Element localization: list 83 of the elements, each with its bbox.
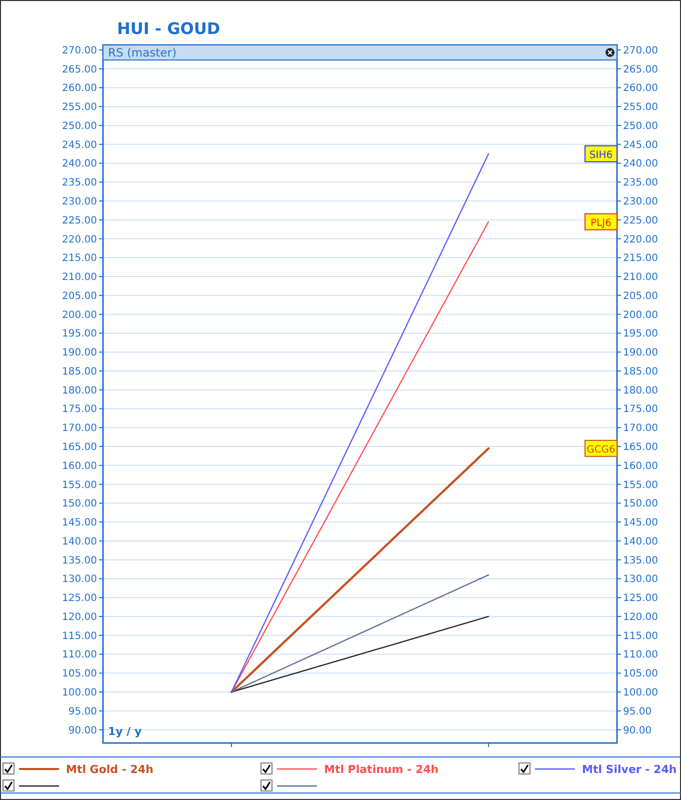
y2-tick-label: 270.00 xyxy=(623,45,658,56)
y2-tick-label: 185.00 xyxy=(623,366,658,378)
y-tick-label: 160.00 xyxy=(62,460,97,472)
y-tick-label: 120.00 xyxy=(62,612,97,623)
y2-tick-label: 165.00 xyxy=(623,442,658,453)
y-tick-label: 100.00 xyxy=(62,688,97,699)
y2-tick-label: 235.00 xyxy=(623,178,658,189)
y-tick-label: 220.00 xyxy=(62,234,97,246)
y-tick-label: 170.00 xyxy=(62,423,97,434)
annotation: SIH6 xyxy=(589,150,613,161)
y-tick-label: 265.00 xyxy=(62,64,97,76)
y-tick-label: 155.00 xyxy=(62,480,97,491)
y2-tick-label: 170.00 xyxy=(623,423,658,434)
y2-tick-label: 155.00 xyxy=(623,480,658,491)
y-tick-label: 270.00 xyxy=(62,45,97,56)
y-tick-label: 140.00 xyxy=(62,536,97,548)
annotation: 1y / y xyxy=(108,725,142,738)
y2-tick-label: 110.00 xyxy=(623,650,658,661)
y2-tick-label: 215.00 xyxy=(623,253,658,264)
y2-tick-label: 240.00 xyxy=(623,158,658,170)
y2-tick-label: 195.00 xyxy=(623,328,658,340)
y2-tick-label: 255.00 xyxy=(623,102,658,114)
y2-tick-label: 150.00 xyxy=(623,498,658,510)
y-tick-label: 185.00 xyxy=(62,366,97,378)
legend-label: Mtl Platinum - 24h xyxy=(324,763,439,776)
y-tick-label: 195.00 xyxy=(62,328,97,340)
y2-tick-label: 245.00 xyxy=(623,140,658,151)
y-tick-label: 200.00 xyxy=(62,310,97,321)
y-tick-label: 145.00 xyxy=(62,518,97,529)
y-tick-label: 110.00 xyxy=(62,650,97,661)
chart-title: HUI - GOUD xyxy=(117,19,220,38)
y2-tick-label: 265.00 xyxy=(623,64,658,76)
y2-tick-label: 200.00 xyxy=(623,310,658,321)
y-tick-label: 215.00 xyxy=(62,253,97,264)
y-tick-label: 205.00 xyxy=(62,290,97,302)
y2-tick-label: 130.00 xyxy=(623,574,658,586)
y2-tick-label: 100.00 xyxy=(623,688,658,699)
y-tick-label: 175.00 xyxy=(62,404,97,416)
y-tick-label: 245.00 xyxy=(62,140,97,151)
y2-tick-label: 230.00 xyxy=(623,196,658,208)
y2-tick-label: 225.00 xyxy=(623,215,658,226)
annotation: GCG6 xyxy=(586,444,616,456)
y2-tick-label: 140.00 xyxy=(623,536,658,548)
y-tick-label: 190.00 xyxy=(62,348,97,359)
y2-tick-label: 260.00 xyxy=(623,83,658,94)
y2-tick-label: 190.00 xyxy=(623,348,658,359)
y2-tick-label: 135.00 xyxy=(623,555,658,566)
y-tick-label: 95.00 xyxy=(68,706,97,718)
y-tick-label: 250.00 xyxy=(62,120,97,132)
y-tick-label: 135.00 xyxy=(62,555,97,566)
y2-tick-label: 210.00 xyxy=(623,272,658,284)
y2-tick-label: 105.00 xyxy=(623,668,658,680)
y-tick-label: 210.00 xyxy=(62,272,97,284)
y2-tick-label: 205.00 xyxy=(623,290,658,302)
y-tick-label: 230.00 xyxy=(62,196,97,208)
y-tick-label: 130.00 xyxy=(62,574,97,586)
y2-tick-label: 90.00 xyxy=(623,725,652,736)
annotation: PLJ6 xyxy=(590,218,612,229)
y2-tick-label: 220.00 xyxy=(623,234,658,246)
y-tick-label: 105.00 xyxy=(62,668,97,680)
y-tick-label: 225.00 xyxy=(62,215,97,226)
y-tick-label: 180.00 xyxy=(62,385,97,396)
y2-tick-label: 160.00 xyxy=(623,460,658,472)
y2-tick-label: 120.00 xyxy=(623,612,658,623)
y-tick-label: 150.00 xyxy=(62,498,97,510)
y2-tick-label: 125.00 xyxy=(623,593,658,604)
chart-subtitle: RS (master) xyxy=(108,46,176,60)
y2-tick-label: 145.00 xyxy=(623,518,658,529)
y-tick-label: 255.00 xyxy=(62,102,97,114)
y2-tick-label: 180.00 xyxy=(623,385,658,396)
y-tick-label: 125.00 xyxy=(62,593,97,604)
y-tick-label: 240.00 xyxy=(62,158,97,170)
y2-tick-label: 115.00 xyxy=(623,630,658,642)
y2-tick-label: 250.00 xyxy=(623,120,658,132)
y-tick-label: 235.00 xyxy=(62,178,97,189)
legend-label: Mtl Gold - 24h xyxy=(66,763,154,776)
y-tick-label: 165.00 xyxy=(62,442,97,453)
y2-tick-label: 175.00 xyxy=(623,404,658,416)
y2-tick-label: 95.00 xyxy=(623,706,652,718)
y-tick-label: 260.00 xyxy=(62,83,97,94)
y-tick-label: 115.00 xyxy=(62,630,97,642)
legend-label: Mtl Silver - 24h xyxy=(582,763,677,776)
y-tick-label: 90.00 xyxy=(68,725,97,736)
